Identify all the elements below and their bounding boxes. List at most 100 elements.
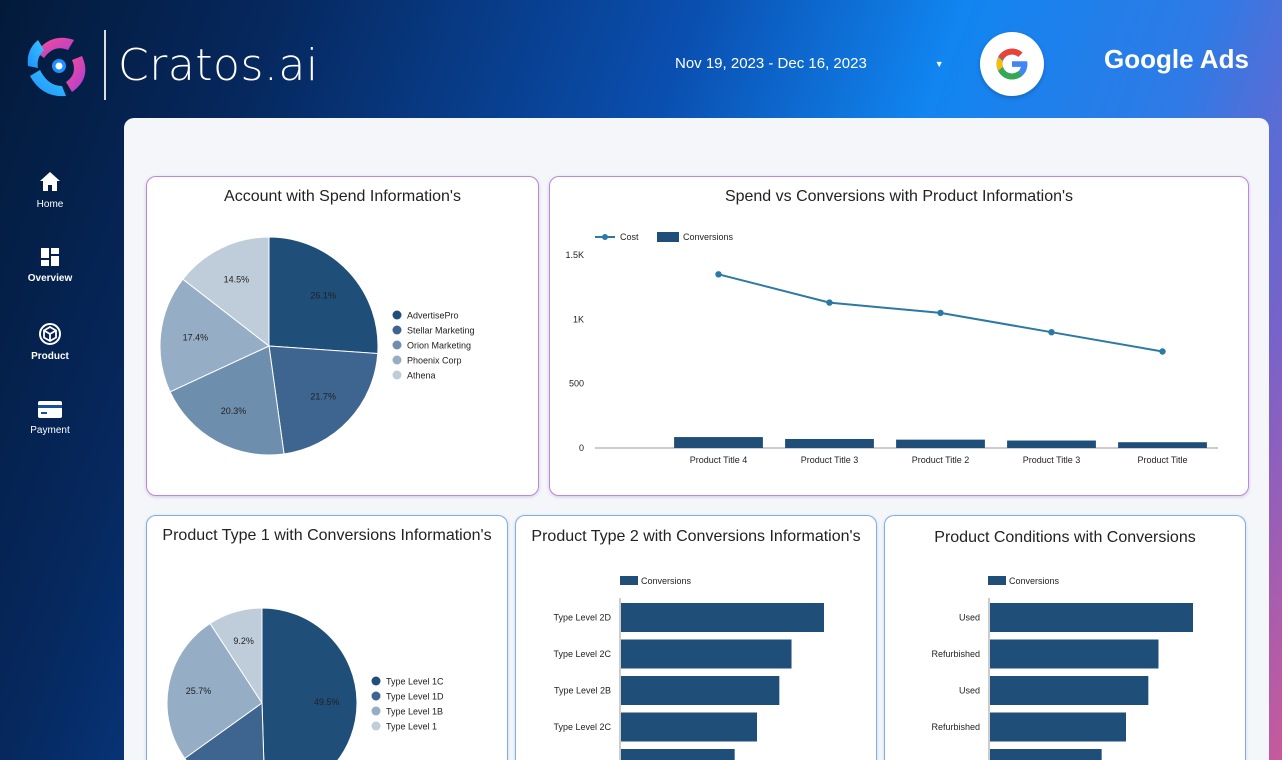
legend-label: Conversions [1009, 576, 1060, 586]
legend-swatch [392, 355, 402, 365]
bar [990, 712, 1127, 742]
product-type1-pie-chart: 49.5% 25.7% 9.2% Type Level 1C Type Level 1D… [166, 607, 444, 760]
line-point [937, 309, 944, 317]
google-ads-title: Google Ads [1104, 44, 1249, 74]
pie-slice [209, 607, 263, 705]
home-icon [40, 172, 60, 191]
legend-swatch [620, 576, 638, 585]
legend-label: Type Level 1 [386, 722, 437, 732]
chart-title: Product Type 1 with Conversions Informat… [162, 527, 492, 544]
cratos-logo-icon [27, 37, 86, 97]
chart-title: Product Type 2 with Conversions Informat… [531, 528, 861, 545]
pie-slice-label: 25.7% [186, 686, 212, 696]
legend-label: Type Level 1B [386, 707, 443, 717]
legend-label: Conversions [683, 232, 734, 242]
y-tick-label: Used [959, 613, 980, 623]
x-tick-label: Product Title 2 [912, 455, 970, 465]
legend-label: Stellar Marketing [407, 326, 475, 336]
google-g-icon [996, 48, 1028, 80]
legend-swatch [392, 310, 402, 320]
pie-slice [166, 622, 263, 760]
y-tick-label: Used [959, 686, 980, 696]
chart-title: Product Conditions with Conversions [934, 529, 1196, 546]
bar [990, 749, 1102, 760]
pie-slice [268, 236, 379, 355]
pie-slice-label: 21.7% [310, 392, 336, 402]
y-tick-label: 0 [579, 443, 584, 453]
bar [1118, 442, 1207, 448]
line-point [826, 299, 833, 306]
line-point [1048, 329, 1055, 336]
legend-swatch [392, 370, 402, 380]
product-conditions-card: Product Conditions with Conversions Conv… [884, 515, 1246, 760]
pie-slice-label: 14.5% [224, 274, 250, 284]
legend-label: AdvertisePro [407, 311, 459, 321]
legend-label: Type Level 1D [386, 692, 444, 702]
bar [621, 676, 780, 705]
legend-label: Athena [407, 371, 436, 381]
y-tick-label: Refurbished [931, 649, 980, 659]
sidebar-item-overview[interactable]: Overview [0, 246, 100, 322]
y-tick-label: 500 [569, 379, 584, 389]
date-range-label: Nov 19, 2023 - Dec 16, 2023 [675, 55, 867, 72]
pie-slice-label: 9.2% [233, 636, 254, 646]
legend-label: Cost [620, 232, 639, 242]
chart-title: Spend vs Conversions with Product Inform… [724, 188, 1074, 205]
legend-swatch [371, 721, 381, 731]
date-range-picker[interactable]: Nov 19, 2023 - Dec 16, 2023 ▼ [675, 55, 944, 72]
x-tick-label: Product Title 3 [1023, 455, 1081, 465]
product-type2-bar-chart: Conversions Type Level 2D Type Level 2C Typ… [553, 576, 824, 760]
legend-label: Phoenix Corp [407, 356, 462, 366]
pie-slice-label: 17.4% [183, 333, 209, 343]
bar [990, 603, 1193, 632]
sidebar-item-product[interactable]: Product [0, 322, 100, 398]
y-tick-label: 1K [573, 314, 584, 324]
y-tick-label: Refurbished [931, 722, 980, 732]
sidebar-item-payment[interactable]: Payment [0, 398, 100, 474]
overview-icon [41, 248, 59, 266]
pie-slice [159, 278, 270, 393]
x-tick-label: Product Title [1137, 455, 1187, 465]
bar [990, 676, 1149, 705]
x-tick-label: Product Title 3 [801, 455, 859, 465]
y-tick-label: Type Level 2C [553, 649, 611, 659]
bar [674, 437, 763, 448]
pie-slice [261, 607, 358, 760]
bar [785, 438, 874, 448]
legend-swatch [988, 576, 1006, 585]
product-conditions-bar-chart: Conversions Used Refurbished Used Refurbishe… [931, 576, 1193, 760]
pie-slice [268, 345, 379, 455]
y-tick-label: Type Level 2B [554, 686, 611, 696]
legend-swatch [392, 325, 402, 335]
sidebar-item-label: Payment [30, 425, 70, 436]
product-type1-card: Product Type 1 with Conversions Informat… [146, 515, 508, 760]
y-tick-label: Type Level 2C [553, 722, 611, 732]
bar [621, 749, 735, 760]
chevron-down-icon[interactable]: ▼ [934, 58, 944, 69]
x-tick-label: Product Title 4 [690, 455, 748, 465]
main-panel: Account with Spend Information's 26.1% 21… [124, 118, 1269, 760]
cratos-logo[interactable]: Cratos.ai [26, 30, 319, 100]
legend-swatch [371, 676, 381, 686]
sidebar-item-home[interactable]: Home [0, 170, 100, 246]
account-spend-pie-chart: 26.1% 21.7% 20.3% 17.4% 14.5% AdvertisePro Ste… [159, 236, 475, 456]
spend-vs-conversions-card: Spend vs Conversions with Product Inform… [549, 176, 1249, 496]
legend-swatch [371, 691, 381, 701]
payment-icon [38, 401, 62, 418]
sidebar-item-label: Overview [27, 273, 73, 284]
pie-slice-label: 26.1% [310, 290, 336, 300]
account-spend-card: Account with Spend Information's 26.1% 21… [146, 176, 539, 496]
line-point [715, 271, 722, 278]
bar [990, 639, 1159, 669]
bar [621, 712, 758, 742]
y-tick-label: Type Level 2D [553, 613, 611, 623]
product-icon [39, 323, 61, 345]
line-point [1159, 348, 1166, 355]
chart-title: Account with Spend Information's [224, 188, 461, 205]
y-tick-label: 1.5K [565, 250, 584, 260]
logo-text: Cratos.ai [118, 39, 319, 91]
legend-swatch [602, 234, 608, 240]
spend-vs-conversions-chart: Cost Conversions 0 500 1K 1.5K Product Title 4… [565, 232, 1218, 465]
sidebar-item-label: Product [31, 351, 69, 362]
google-logo-badge [980, 32, 1044, 96]
